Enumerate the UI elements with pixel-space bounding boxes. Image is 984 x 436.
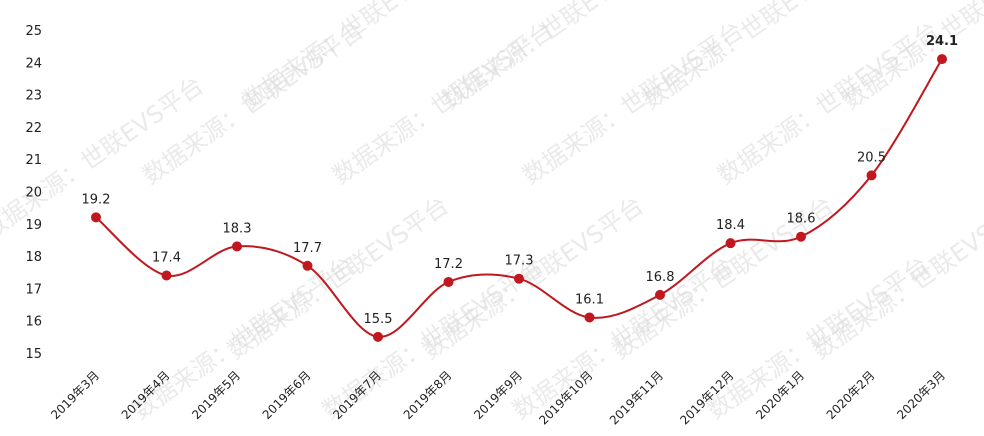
y-tick-label: 21	[25, 153, 42, 168]
y-tick-label: 19	[25, 218, 42, 233]
data-point	[232, 241, 242, 252]
data-point	[584, 312, 595, 323]
data-label: 17.3	[505, 254, 534, 269]
data-point	[302, 260, 313, 271]
data-label: 15.5	[364, 312, 393, 327]
data-point	[796, 231, 806, 242]
data-point	[373, 331, 383, 342]
y-tick-label: 17	[25, 282, 42, 297]
y-axis: 15 16 17 18 19 20 21 22 23 24 25	[25, 24, 42, 362]
data-label: 18.6	[787, 212, 816, 227]
x-tick-label: 2019年6月	[260, 368, 314, 422]
data-label: 16.1	[575, 292, 604, 307]
data-label: 17.7	[293, 241, 322, 256]
y-tick-label: 23	[25, 89, 42, 104]
data-label: 18.4	[716, 218, 745, 233]
y-tick-label: 18	[25, 250, 42, 265]
data-markers	[91, 54, 947, 342]
data-point	[161, 270, 172, 281]
data-label: 24.1	[926, 34, 958, 49]
data-label: 18.3	[223, 221, 252, 236]
y-tick-label: 20	[25, 186, 42, 201]
data-point	[937, 54, 947, 65]
data-point	[514, 273, 524, 284]
data-label: 19.2	[82, 192, 111, 207]
data-point	[91, 212, 101, 223]
data-point	[725, 238, 736, 249]
data-labels: 19.2 17.4 18.3 17.7 15.5 17.2 17.3 16.1 16.8 18.4…	[82, 34, 959, 327]
data-point	[655, 289, 665, 300]
y-tick-label: 24	[25, 56, 42, 71]
y-tick-label: 25	[25, 24, 42, 39]
data-label: 20.5	[857, 150, 886, 165]
x-tick-label: 2019年11月	[607, 368, 666, 427]
x-tick-label: 2019年8月	[401, 368, 455, 422]
y-tick-label: 16	[25, 315, 42, 330]
data-point	[443, 276, 454, 287]
data-label: 17.2	[434, 257, 463, 272]
y-tick-label: 22	[25, 121, 42, 136]
x-tick-label: 2019年3月	[48, 368, 102, 422]
data-label: 16.8	[646, 270, 675, 285]
watermark-text: 数据来源：世联EVS平台	[837, 0, 984, 115]
data-point	[866, 170, 877, 181]
data-label: 17.4	[152, 250, 181, 265]
y-tick-label: 15	[25, 347, 42, 362]
x-tick-label: 2020年2月	[824, 368, 878, 422]
x-tick-label: 2020年3月	[894, 368, 948, 422]
